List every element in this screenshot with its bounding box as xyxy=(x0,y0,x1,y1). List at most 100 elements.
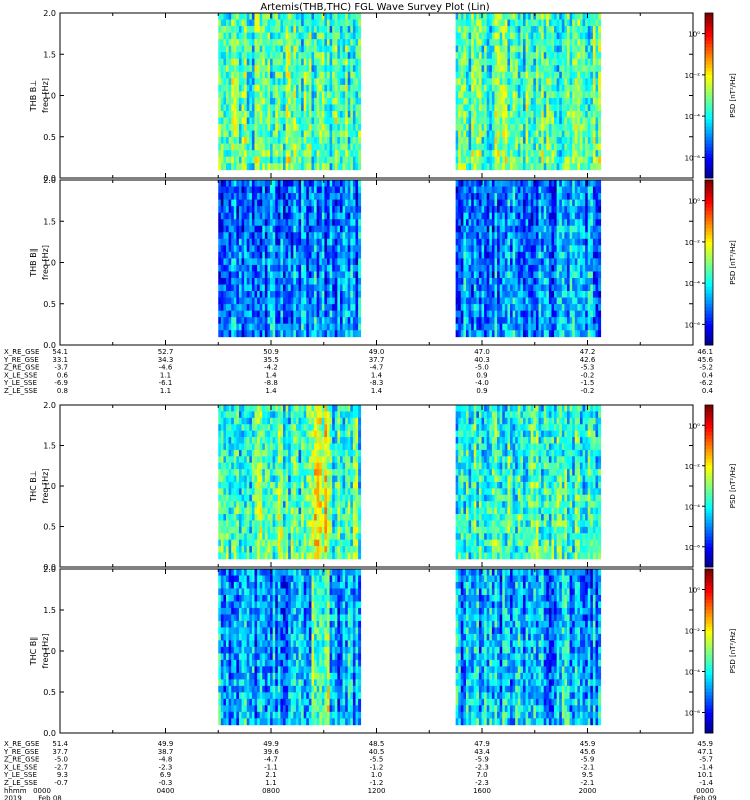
panel-probe-label: THB B∥ xyxy=(29,248,38,277)
panel-ylabel: freq [Hz] xyxy=(41,634,50,669)
ephemeris-label: Y_RE_GSE xyxy=(3,356,39,364)
ephemeris-label: Z_LE_SSE xyxy=(4,387,37,395)
ephemeris-label: X_RE_GSE xyxy=(4,348,39,356)
ephemeris-value: -1.2 xyxy=(370,763,384,771)
ephemeris-value: 0.9 xyxy=(476,387,487,395)
colorbar-tick-label: 10⁰ xyxy=(688,198,700,206)
ephemeris-value: 45.9 xyxy=(697,740,713,748)
ephemeris-value: 9.5 xyxy=(582,771,593,779)
ephemeris-value: -5.7 xyxy=(699,756,713,764)
ephemeris-value: 49.9 xyxy=(263,740,279,748)
ephemeris-value: 50.9 xyxy=(263,348,279,356)
freq-tick-label: 1.0 xyxy=(43,647,56,656)
panel-ylabel: freq [Hz] xyxy=(41,245,50,280)
freq-tick-label: 1.5 xyxy=(43,50,56,59)
colorbar-tick-label: 10⁻⁶ xyxy=(685,321,701,329)
ephemeris-value: 42.6 xyxy=(580,356,596,364)
freq-tick-label: 2.0 xyxy=(43,565,56,574)
ephemeris-value: -0.2 xyxy=(581,371,595,379)
spectrogram-block xyxy=(218,405,362,560)
ephemeris-value: 45.6 xyxy=(580,748,596,756)
spectrogram-panel-2: 0.0 0.5 1.0 1.5 2.0 THB B∥ freq [Hz] 10⁰ 10⁻² 10⁻… xyxy=(29,176,737,350)
time-tick-label: 0000 xyxy=(33,787,51,795)
ephemeris-value: 48.5 xyxy=(369,740,385,748)
ephemeris-value: -4.6 xyxy=(159,364,173,372)
ephemeris-value: 47.2 xyxy=(580,348,596,356)
colorbar-label: PSD [nT²/Hz] xyxy=(729,463,737,508)
ephemeris-value: 52.7 xyxy=(158,348,174,356)
spectrogram-block xyxy=(455,13,602,171)
panel-probe-label: THC B⊥ xyxy=(29,470,38,503)
date-tick-label: Feb 08 xyxy=(38,795,62,800)
ephemeris-value: 0.4 xyxy=(702,371,714,379)
ephemeris-value: -5.2 xyxy=(699,364,713,372)
ephemeris-value: -2.3 xyxy=(475,779,489,787)
ephemeris-value: -1.4 xyxy=(699,779,713,787)
panel-probe-label: THC B∥ xyxy=(29,637,38,667)
ephemeris-value: -6.2 xyxy=(699,379,713,387)
spectrogram-panel-1: 0.0 0.5 1.0 1.5 2.0 THB B⊥ freq [Hz] 10⁰ 10⁻² 10⁻… xyxy=(29,9,737,183)
ephemeris-value: 43.4 xyxy=(474,748,490,756)
ephemeris-tables: X_RE_GSE 54.1 52.7 50.9 49.0 47.0 47.2 46.1 Y_RE… xyxy=(3,348,717,800)
ephemeris-value: -5.9 xyxy=(475,756,489,764)
ephemeris-value: -2.1 xyxy=(581,763,595,771)
spectrogram-block xyxy=(455,180,602,338)
ephemeris-label: Z_LE_SSE xyxy=(4,779,37,787)
freq-tick-label: 1.5 xyxy=(43,442,56,451)
colorbar: 10⁰ 10⁻² 10⁻⁴ 10⁻⁶ PSD [nT²/Hz] xyxy=(685,404,737,568)
freq-tick-label: 1.5 xyxy=(43,217,56,226)
ephemeris-value: 1.4 xyxy=(265,371,277,379)
colorbar-tick-label: 10⁻⁶ xyxy=(685,154,701,162)
chart-title: Artemis(THB,THC) FGL Wave Survey Plot (L… xyxy=(260,2,489,13)
ephemeris-value: -2.3 xyxy=(159,763,173,771)
ephemeris-label: Z_RE_GSE xyxy=(4,364,39,372)
spectrogram-panels: 0.0 0.5 1.0 1.5 2.0 THB B⊥ freq [Hz] 10⁰ 10⁻² 10⁻… xyxy=(29,9,737,738)
colorbar-tick-label: 10⁻⁶ xyxy=(685,710,701,718)
date-axis-label: 2019 xyxy=(4,795,22,800)
ephemeris-value: -1.5 xyxy=(581,379,595,387)
time-tick-label: 0800 xyxy=(262,787,280,795)
ephemeris-value: 54.1 xyxy=(52,348,68,356)
ephemeris-value: -1.2 xyxy=(370,779,384,787)
ephemeris-value: -2.3 xyxy=(475,763,489,771)
colorbar-label: PSD [nT²/Hz] xyxy=(729,628,737,673)
time-tick-label: 0000 xyxy=(696,787,714,795)
freq-tick-label: 0.0 xyxy=(43,341,56,350)
ephemeris-value: 40.5 xyxy=(369,748,385,756)
spectrogram-block xyxy=(218,569,362,726)
ephemeris-value: 7.0 xyxy=(476,771,487,779)
freq-tick-label: 0.0 xyxy=(43,729,56,738)
ephemeris-value: 37.7 xyxy=(52,748,68,756)
ephemeris-value: -4.0 xyxy=(475,379,489,387)
time-tick-label: 0400 xyxy=(157,787,175,795)
date-tick-label: Feb 09 xyxy=(693,795,717,800)
ephemeris-value: -6.9 xyxy=(54,379,68,387)
ephemeris-value: 49.0 xyxy=(369,348,385,356)
panel-probe-label: THB B⊥ xyxy=(29,80,38,112)
ephemeris-value: 1.1 xyxy=(160,387,171,395)
ephemeris-value: 6.9 xyxy=(160,771,171,779)
colorbar-tick-label: 10⁻² xyxy=(685,463,701,471)
ephemeris-value: 37.7 xyxy=(369,356,385,364)
freq-tick-label: 0.5 xyxy=(43,133,56,142)
colorbar-tick-label: 10⁻² xyxy=(685,628,701,636)
ephemeris-value: 51.4 xyxy=(52,740,68,748)
colorbar-tick-label: 10⁻⁴ xyxy=(685,113,701,121)
ephemeris-label: Z_RE_GSE xyxy=(4,756,39,764)
freq-tick-label: 1.0 xyxy=(43,259,56,268)
ephemeris-value: -4.7 xyxy=(264,756,278,764)
ephemeris-value: 49.9 xyxy=(158,740,174,748)
ephemeris-value: 40.3 xyxy=(474,356,490,364)
colorbar-label: PSD [nT²/Hz] xyxy=(729,73,737,118)
ephemeris-value: 45.9 xyxy=(580,740,596,748)
ephemeris-value: -0.7 xyxy=(54,779,68,787)
panel-ylabel: freq [Hz] xyxy=(41,469,50,504)
ephemeris-value: 47.9 xyxy=(474,740,490,748)
colorbar-label: PSD [nT²/Hz] xyxy=(729,240,737,285)
ephemeris-value: -3.7 xyxy=(54,364,68,372)
ephemeris-value: 47.0 xyxy=(474,348,490,356)
ephemeris-value: -5.3 xyxy=(581,364,595,372)
ephemeris-value: -5.0 xyxy=(54,756,68,764)
ephemeris-label: Y_RE_GSE xyxy=(3,748,39,756)
colorbar-tick-label: 10⁰ xyxy=(688,422,700,430)
